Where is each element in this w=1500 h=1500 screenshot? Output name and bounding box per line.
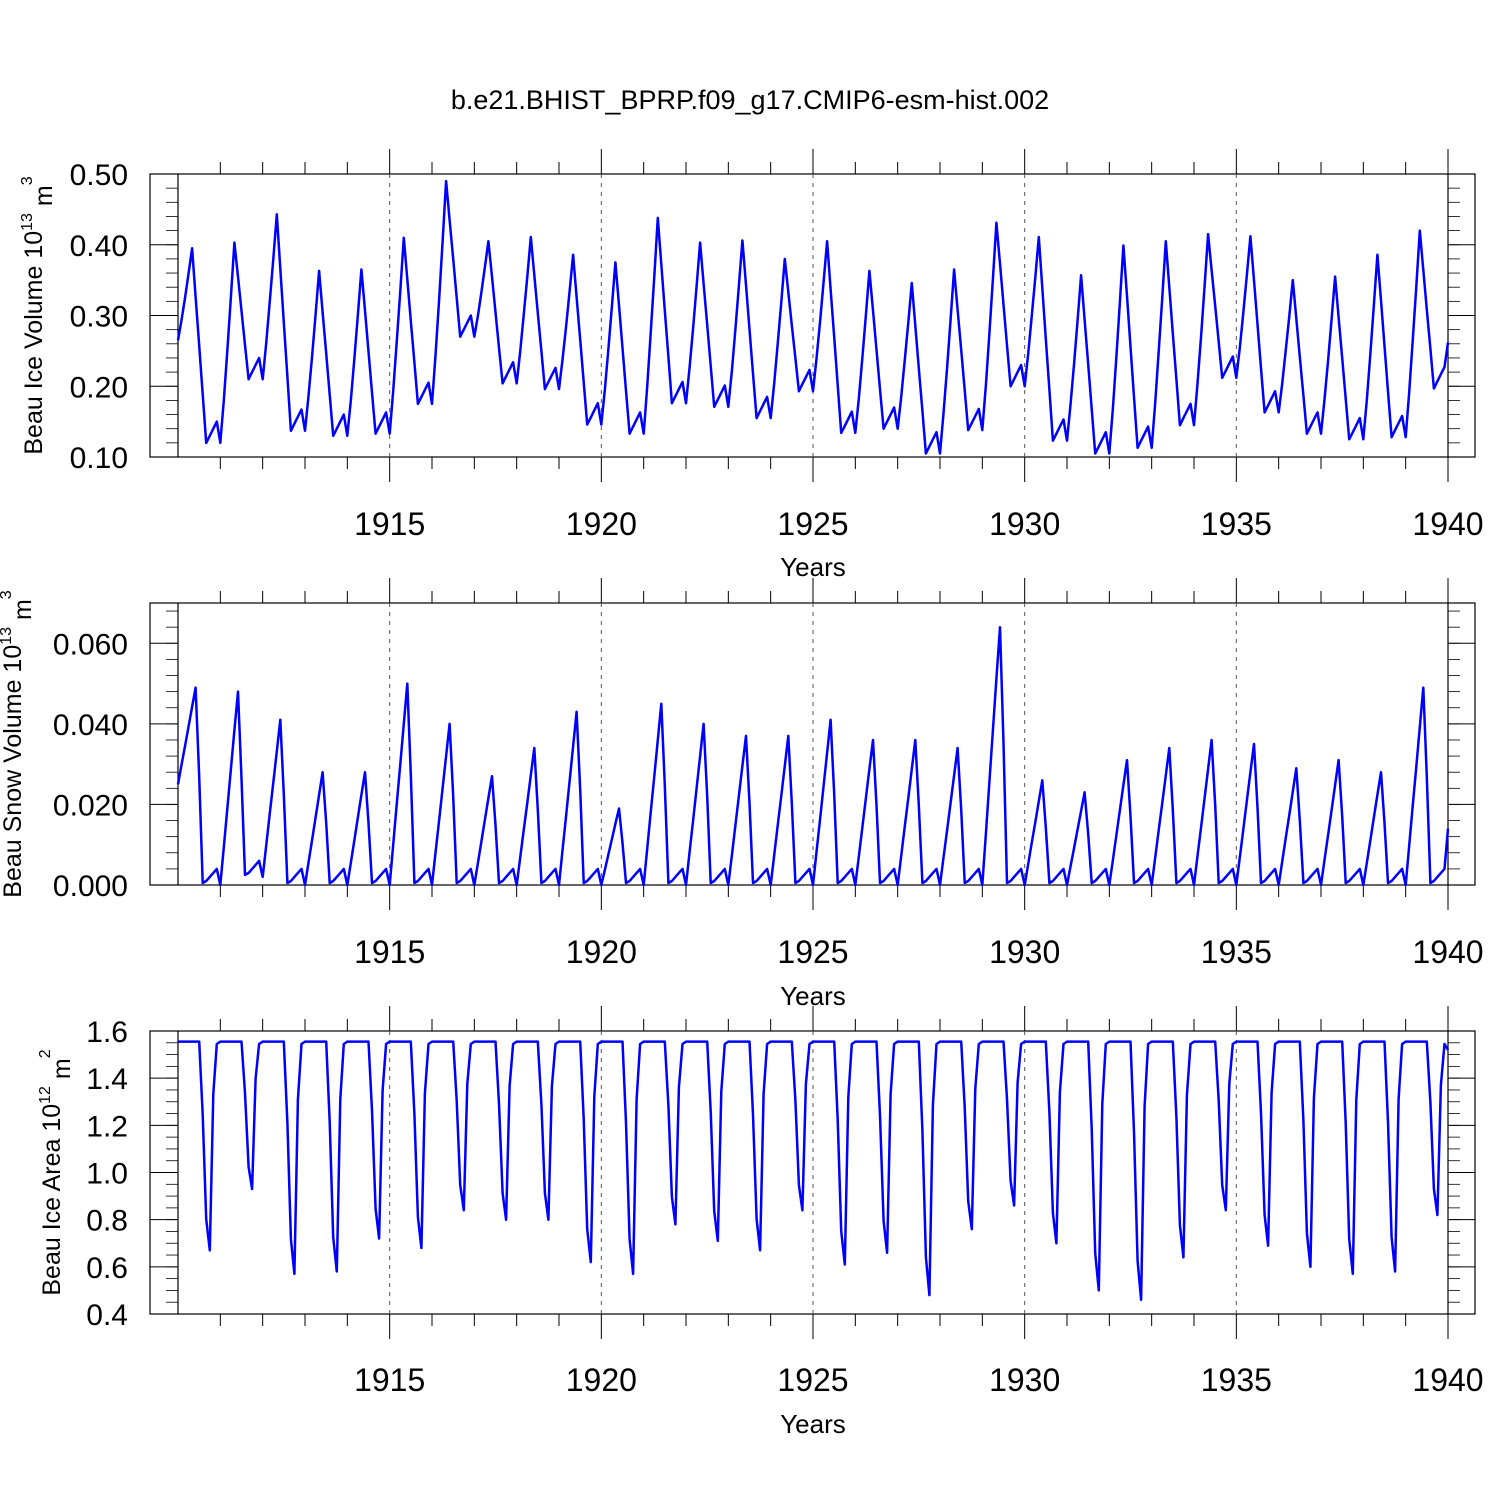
y-tick-label: 0.50 [70, 159, 128, 192]
x-tick-label: 1920 [566, 506, 637, 542]
series-line [178, 1040, 1450, 1302]
figure-title: b.e21.BHIST_BPRP.f09_g17.CMIP6-esm-hist.… [451, 85, 1049, 115]
y-tick-label: 0.40 [70, 230, 128, 263]
x-tick-label: 1940 [1412, 506, 1483, 542]
y-axis-title: Beau Ice Volume 1013 m3 [19, 176, 58, 454]
x-tick-label: 1935 [1201, 934, 1272, 970]
x-tick-label: 1925 [777, 1362, 848, 1398]
x-tick-label: 1920 [566, 934, 637, 970]
y-tick-label: 0.6 [86, 1252, 128, 1285]
y-tick-label: 0.20 [70, 371, 128, 404]
x-tick-label: 1915 [354, 506, 425, 542]
plot-frame [149, 1030, 1476, 1315]
y-tick-label: 0.10 [70, 442, 128, 475]
x-tick-label: 1915 [354, 934, 425, 970]
y-tick-label: 0.4 [86, 1299, 128, 1332]
y-tick-label: 0.30 [70, 301, 128, 334]
y-axis-title: Beau Snow Volume 1013 m3 [0, 590, 37, 898]
x-tick-label: 1925 [777, 506, 848, 542]
x-tick-label: 1930 [989, 934, 1060, 970]
y-tick-label: 0.060 [53, 628, 128, 661]
y-tick-label: 0.8 [86, 1205, 128, 1238]
x-tick-label: 1935 [1201, 506, 1272, 542]
y-tick-label: 1.4 [86, 1063, 128, 1096]
x-tick-label: 1915 [354, 1362, 425, 1398]
plot-frame [149, 602, 1476, 886]
x-tick-label: 1940 [1412, 934, 1483, 970]
x-tick-label: 1930 [989, 506, 1060, 542]
y-tick-label: 0.000 [53, 870, 128, 903]
y-tick-label: 1.2 [86, 1110, 128, 1143]
x-axis-title: Years [780, 552, 846, 582]
y-tick-label: 0.040 [53, 709, 128, 742]
y-axis-title: Beau Ice Area 1012 m2 [37, 1049, 76, 1295]
x-tick-label: 1925 [777, 934, 848, 970]
y-tick-label: 0.020 [53, 789, 128, 822]
x-tick-label: 1935 [1201, 1362, 1272, 1398]
series-line [176, 179, 1450, 455]
x-tick-label: 1920 [566, 1362, 637, 1398]
x-tick-label: 1940 [1412, 1362, 1483, 1398]
y-tick-label: 1.0 [86, 1158, 128, 1191]
series-line [176, 625, 1450, 887]
x-tick-label: 1930 [989, 1362, 1060, 1398]
y-tick-label: 1.6 [86, 1016, 128, 1049]
x-axis-title: Years [780, 1409, 846, 1439]
